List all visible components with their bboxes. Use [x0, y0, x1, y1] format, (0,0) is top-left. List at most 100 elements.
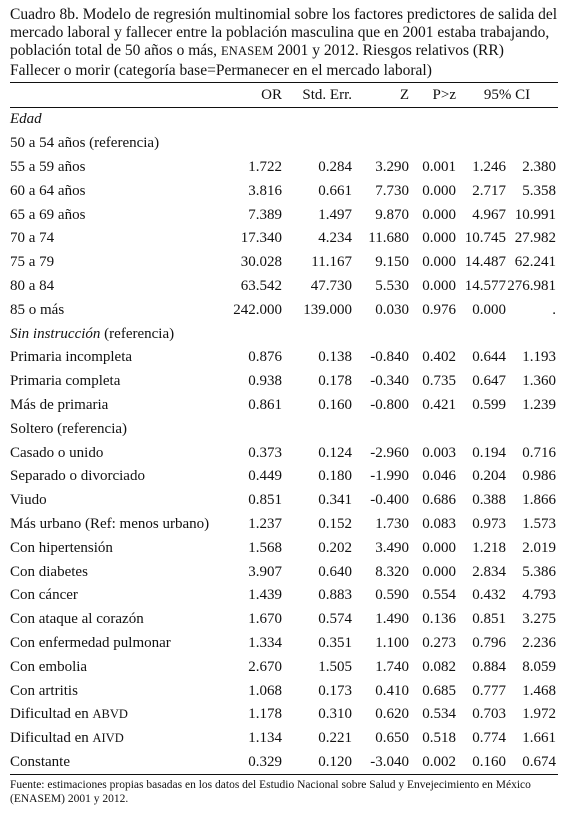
header-variable	[10, 83, 215, 108]
cell-p: 0.735	[422, 373, 456, 390]
cell-lo: 0.851	[472, 611, 506, 628]
cell-z: -0.340	[370, 373, 409, 390]
table-row: Viudo 0.851 0.341 -0.400 0.686 0.388 1.866	[10, 489, 558, 513]
table-row: Más urbano (Ref: menos urbano) 1.237 0.152…	[10, 513, 558, 537]
cell-hi: 1.573	[522, 515, 556, 532]
cell-p	[409, 132, 456, 156]
cell-p: 0.000	[422, 539, 456, 556]
source-line-2: (ENASEM) 2001 y 2012.	[10, 793, 129, 806]
cell-hi: 4.793	[522, 587, 556, 604]
cell-hi: 27.982	[514, 230, 556, 247]
cell-or: 0.373	[248, 444, 282, 461]
cell-or	[215, 417, 282, 441]
cell-se: 0.310	[318, 706, 352, 723]
row-label: Dificultad en ABVD	[10, 703, 215, 727]
cell-lo: 1.246	[472, 158, 506, 175]
cell-hi: 1.661	[522, 730, 556, 747]
cell-or: 0.851	[248, 492, 282, 509]
table-row: Sin instrucción (referencia)	[10, 322, 558, 346]
row-label: Primaria incompleta	[10, 349, 133, 366]
table-row: Edad	[10, 108, 558, 132]
cell-hi: 8.059	[522, 658, 556, 675]
cell-lo: 0.000	[472, 301, 506, 318]
cell-or: 7.389	[248, 206, 282, 223]
table-row: 80 a 84 63.542 47.730 5.530 0.000 14.577 276.9…	[10, 275, 558, 299]
cell-hi: 2.380	[522, 158, 556, 175]
cell-lo: 0.884	[472, 658, 506, 675]
cell-se: 0.160	[318, 396, 352, 413]
table-row: Con artritis 1.068 0.173 0.410 0.685 0.777 1.4…	[10, 679, 558, 703]
cell-or: 1.722	[248, 158, 282, 175]
cell-hi	[506, 417, 558, 441]
cell-or: 0.876	[248, 349, 282, 366]
cell-z: 1.100	[375, 634, 409, 651]
table-row: Con hipertensión 1.568 0.202 3.490 0.000 1.21…	[10, 536, 558, 560]
table-subheading: Fallecer o morir (categoría base=Permane…	[10, 62, 558, 83]
cell-or: 63.542	[240, 277, 282, 294]
cell-or: 1.670	[248, 611, 282, 628]
cell-hi: 1.239	[522, 396, 556, 413]
source-line-1: Fuente: estimaciones propias basadas en …	[10, 779, 531, 792]
cell-z	[352, 322, 409, 346]
cell-lo: 14.577	[464, 277, 506, 294]
cell-z	[352, 132, 409, 156]
cell-hi	[506, 132, 558, 156]
row-label: 50 a 54 años (referencia)	[10, 135, 160, 152]
table-row: Más de primaria 0.861 0.160 -0.800 0.421 0.59…	[10, 394, 558, 418]
row-label: 55 a 59 años	[10, 158, 86, 175]
cell-se: 0.661	[318, 182, 352, 199]
table-row: 60 a 64 años 3.816 0.661 7.730 0.000 2.717 5.3…	[10, 179, 558, 203]
table-row: Constante 0.329 0.120 -3.040 0.002 0.160 0.674	[10, 750, 558, 776]
cell-lo: 0.160	[456, 750, 506, 776]
cell-p: 0.000	[422, 277, 456, 294]
cell-or: 1.237	[248, 515, 282, 532]
cell-or	[215, 108, 282, 132]
cell-z: -1.990	[370, 468, 409, 485]
cell-se	[282, 417, 352, 441]
table-row: 85 o más 242.000 139.000 0.030 0.976 0.000.	[10, 298, 558, 322]
table-caption: Cuadro 8b. Modelo de regresión multinomi…	[10, 6, 558, 60]
regression-table: OR Std. Err. Z P>z 95% CI Edad 50 a 54 añ…	[10, 83, 558, 776]
table-row: Casado o unido 0.373 0.124 -2.960 0.003 0.194…	[10, 441, 558, 465]
cell-lo: 0.777	[472, 682, 506, 699]
cell-se: 0.883	[318, 587, 352, 604]
cell-p: 0.534	[422, 706, 456, 723]
caption-acronym: ENASEM	[220, 44, 274, 58]
cell-se	[282, 322, 352, 346]
row-label: Con artritis	[10, 682, 78, 699]
row-label: Con embolia	[10, 658, 88, 675]
cell-or: 0.449	[248, 468, 282, 485]
table-row: Primaria completa 0.938 0.178 -0.340 0.735 0.…	[10, 370, 558, 394]
cell-z: 3.290	[375, 158, 409, 175]
header-std-err: Std. Err.	[282, 83, 352, 108]
cell-lo	[456, 132, 506, 156]
table-row: 65 a 69 años 7.389 1.497 9.870 0.000 4.967 10.…	[10, 203, 558, 227]
cell-se: 0.138	[318, 349, 352, 366]
cell-se: 0.178	[318, 373, 352, 390]
cell-p: 0.003	[422, 444, 456, 461]
cell-z: 0.030	[375, 301, 409, 318]
cell-lo: 0.796	[472, 634, 506, 651]
row-label-prefix: Dificultad en	[10, 730, 93, 747]
row-label-prefix: Dificultad en	[10, 706, 93, 723]
cell-p: 0.002	[409, 750, 456, 776]
row-label: Casado o unido	[10, 444, 104, 461]
row-label: Constante	[10, 750, 215, 776]
cell-z: -3.040	[352, 750, 409, 776]
cell-p: 0.976	[422, 301, 456, 318]
cell-se: 1.497	[318, 206, 352, 223]
row-label: 80 a 84	[10, 277, 55, 294]
cell-z: -0.400	[370, 492, 409, 509]
cell-hi: 276.981	[507, 277, 556, 294]
cell-se	[282, 108, 352, 132]
cell-or: 1.068	[248, 682, 282, 699]
cell-z: 1.490	[375, 611, 409, 628]
cell-z: 9.870	[375, 206, 409, 223]
cell-p: 0.001	[422, 158, 456, 175]
cell-se: 4.234	[318, 230, 352, 247]
cell-hi: 1.972	[522, 706, 556, 723]
cell-z: 0.650	[375, 730, 409, 747]
row-label: 85 o más	[10, 301, 65, 318]
cell-or: 1.178	[248, 706, 282, 723]
cell-p: 0.082	[422, 658, 456, 675]
